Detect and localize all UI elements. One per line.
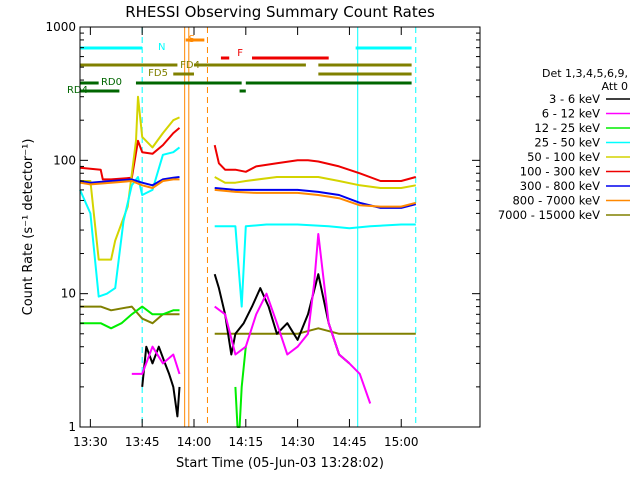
plot-frame xyxy=(79,26,481,428)
chart-title: RHESSI Observing Summary Count Rates xyxy=(125,3,435,21)
flag-fd4-label: FD4 xyxy=(180,60,200,71)
y-tick-1000-label: 1000 xyxy=(45,20,76,34)
series-6-12-kev-line-0 xyxy=(131,345,181,375)
legend-entry-3-6-kev-label: 3 - 6 keV xyxy=(549,92,600,106)
x-tick-15-00-label: 15:00 xyxy=(384,435,419,449)
series-50-100-kev-line-0 xyxy=(80,95,180,261)
legend-entry-800-7000-kev-label: 800 - 7000 keV xyxy=(512,194,600,208)
legend-entry-50-100-kev-label: 50 - 100 keV xyxy=(527,150,600,164)
series-50-100-kev-line-1 xyxy=(214,176,416,189)
series-800-7000-kev-line-1 xyxy=(214,188,417,208)
x-tick-13-45-label: 13:45 xyxy=(125,435,160,449)
x-tick-14-45-label: 14:45 xyxy=(332,435,367,449)
series-100-300-kev-line-1 xyxy=(213,144,417,182)
plot-area xyxy=(79,27,417,428)
legend-entry-300-800-kev-label: 300 - 800 keV xyxy=(520,179,600,193)
x-tick-13-30-label: 13:30 xyxy=(73,435,108,449)
y-axis-label: Count Rate (s⁻¹ detector⁻¹) xyxy=(21,139,36,316)
legend-header-detectors: Det 1,3,4,5,6,9, xyxy=(542,67,628,80)
y-tick-10-label: 10 xyxy=(61,287,76,301)
x-tick-14-30-label: 14:30 xyxy=(280,435,315,449)
x-tick-14-15-label: 14:15 xyxy=(229,435,264,449)
legend-entry-12-25-kev-label: 12 - 25 keV xyxy=(534,121,600,135)
series-25-50-kev-line-1 xyxy=(214,223,416,308)
flag-rd0-label: RD0 xyxy=(101,77,122,88)
axis-ticks: 13:30 13:45 14:00 14:15 14:30 14:45 15:00 1 10 10… xyxy=(45,20,480,449)
series-7000-15000-kev-line-0 xyxy=(80,305,180,325)
flag-rd4-label: RD4 xyxy=(67,85,88,96)
legend-entry-6-12-kev-label: 6 - 12 keV xyxy=(542,107,600,121)
x-axis-label: Start Time (05-Jun-03 13:28:02) xyxy=(176,456,384,471)
series-7000-15000-kev-line-1 xyxy=(214,327,416,335)
series-100-300-kev-line-0 xyxy=(79,127,181,181)
series-300-800-kev-line-1 xyxy=(214,187,417,209)
series-12-25-kev-line-0 xyxy=(80,305,180,330)
legend-entry-25-50-kev-label: 25 - 50 keV xyxy=(534,136,600,150)
legend-entry-100-300-kev-label: 100 - 300 keV xyxy=(520,165,600,179)
legend-entry-7000-15000-kev-label: 7000 - 15000 keV xyxy=(498,208,600,222)
flag-s-label: S xyxy=(189,34,195,45)
flag-fd5-label: FD5 xyxy=(148,68,168,79)
legend-header-attenuator: Att 0 xyxy=(602,80,628,93)
y-tick-1-label: 1 xyxy=(68,420,76,434)
flag-bars: N S F FD4 FD5 RD0 RD4 xyxy=(67,34,412,96)
flag-n-label: N xyxy=(158,42,165,53)
x-tick-14-00-label: 14:00 xyxy=(177,435,212,449)
series-3-6-kev-line-0 xyxy=(141,345,181,418)
flag-f-label: F xyxy=(237,48,243,59)
series-6-12-kev-line-1 xyxy=(214,233,372,404)
series-12-25-kev-line-1 xyxy=(234,346,247,428)
series-3-6-kev-line-1 xyxy=(213,273,351,365)
y-tick-100-label: 100 xyxy=(53,153,76,167)
series-300-800-kev-line-0 xyxy=(79,176,180,187)
series-25-50-kev-line-0 xyxy=(79,146,181,298)
series-800-7000-kev-line-0 xyxy=(79,178,180,189)
